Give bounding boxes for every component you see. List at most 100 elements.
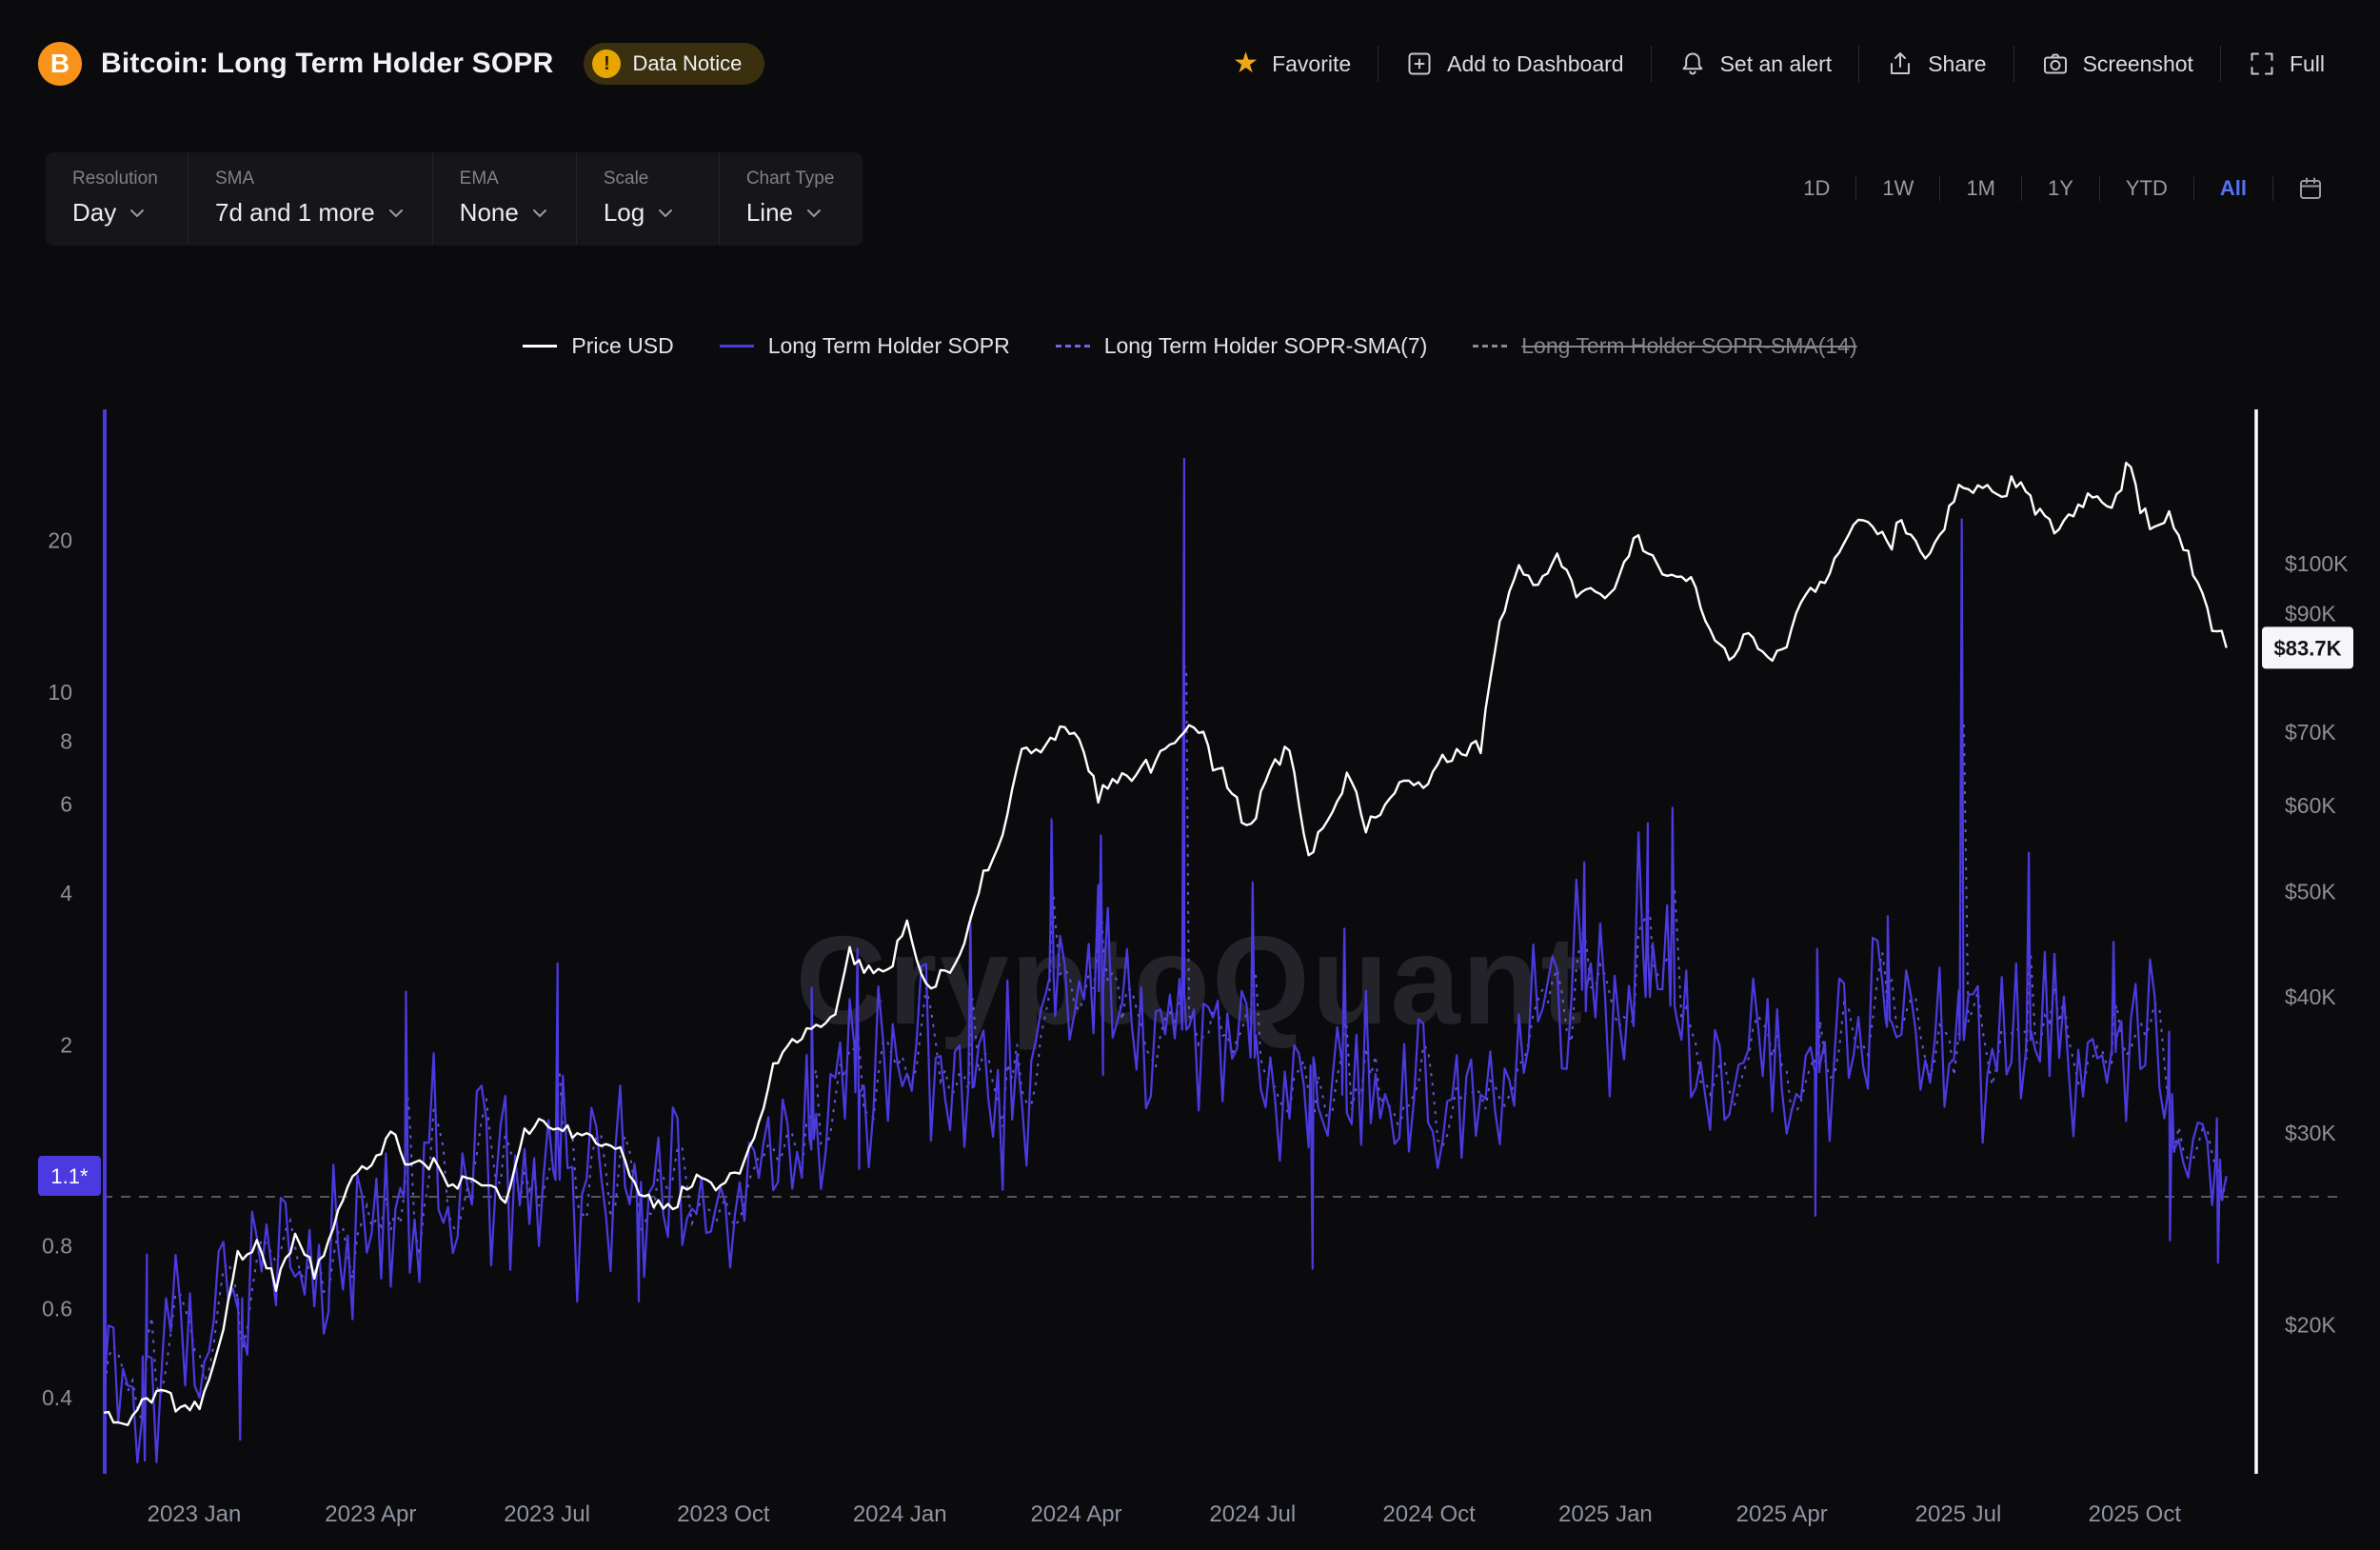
x-axis-tick-label: 2024 Apr [1030, 1501, 1121, 1527]
calendar-icon [2296, 174, 2325, 203]
left-axis-tick-label: 20 [48, 527, 72, 552]
scale-value: Log [604, 198, 645, 228]
legend-swatch-sma7 [1056, 345, 1090, 348]
left-axis-tick-label: 10 [48, 680, 72, 705]
legend-lth-sopr[interactable]: Long Term Holder SOPR [720, 333, 1010, 359]
left-axis-tick-label: 0.8 [42, 1233, 72, 1258]
right-axis-tick-label: $40K [2285, 984, 2336, 1009]
right-axis-tick-label: $100K [2285, 551, 2349, 576]
x-axis-tick-label: 2023 Oct [677, 1501, 770, 1527]
legend-swatch-price [523, 345, 557, 348]
chart-type-dropdown[interactable]: Chart Type Line [720, 152, 863, 246]
range-1m[interactable]: 1M [1940, 161, 2021, 216]
left-axis-tick-label: 4 [60, 881, 72, 905]
sma-value: 7d and 1 more [215, 198, 375, 228]
left-axis-tick-label: 0.6 [42, 1297, 72, 1321]
favorite-button[interactable]: ★ Favorite [1206, 37, 1378, 90]
warning-icon: ! [592, 50, 621, 78]
x-axis-tick-label: 2025 Apr [1736, 1501, 1828, 1527]
set-alert-label: Set an alert [1720, 51, 1833, 77]
screenshot-button[interactable]: Screenshot [2014, 37, 2220, 90]
legend-swatch-sopr [720, 345, 754, 348]
legend-lth-sopr-sma7[interactable]: Long Term Holder SOPR-SMA(7) [1056, 333, 1428, 359]
right-axis-tick-label: $20K [2285, 1313, 2336, 1338]
share-button[interactable]: Share [1859, 37, 2013, 90]
legend-price-usd[interactable]: Price USD [523, 333, 673, 359]
scale-label: Scale [604, 169, 649, 189]
ema-label: EMA [460, 169, 499, 189]
chevron-down-icon [806, 209, 822, 218]
left-axis-tick-label: 6 [60, 792, 72, 817]
legend-label-sma14: Long Term Holder SOPR-SMA(14) [1521, 333, 1856, 359]
left-axis-tick-label: 2 [60, 1032, 72, 1057]
calendar-button[interactable] [2273, 174, 2338, 203]
header-left: B Bitcoin: Long Term Holder SOPR ! Data … [38, 42, 764, 86]
header: B Bitcoin: Long Term Holder SOPR ! Data … [0, 0, 2380, 128]
chart-controls-panel: Resolution Day SMA 7d and 1 more EMA Non… [46, 152, 863, 246]
screenshot-label: Screenshot [2083, 51, 2193, 77]
x-axis-tick-label: 2025 Jan [1558, 1501, 1653, 1527]
x-axis-tick-label: 2023 Apr [325, 1501, 416, 1527]
right-axis-tick-label: $30K [2285, 1121, 2336, 1145]
range-all[interactable]: All [2194, 161, 2272, 216]
bitcoin-logo-icon: B [38, 42, 82, 86]
chart-type-value: Line [746, 198, 793, 228]
fullscreen-icon [2248, 50, 2276, 78]
page-title: Bitcoin: Long Term Holder SOPR [101, 48, 553, 80]
controls-row: Resolution Day SMA 7d and 1 more EMA Non… [46, 152, 2338, 246]
set-alert-button[interactable]: Set an alert [1652, 37, 1859, 90]
share-icon [1886, 50, 1914, 78]
chart-type-label: Chart Type [746, 169, 835, 189]
watermark: CryptoQuant [796, 910, 1585, 1050]
right-axis-tick-label: $90K [2285, 601, 2336, 626]
x-axis-tick-label: 2024 Oct [1382, 1501, 1476, 1527]
star-icon: ★ [1233, 50, 1259, 78]
range-ytd[interactable]: YTD [2100, 161, 2193, 216]
fullscreen-button[interactable]: Full [2221, 37, 2351, 90]
right-axis-tick-label: $60K [2285, 793, 2336, 818]
data-notice-badge[interactable]: ! Data Notice [584, 43, 764, 85]
range-1d[interactable]: 1D [1777, 161, 1855, 216]
add-to-dashboard-label: Add to Dashboard [1447, 51, 1623, 77]
legend-lth-sopr-sma14[interactable]: Long Term Holder SOPR-SMA(14) [1473, 333, 1856, 359]
legend-label-sma7: Long Term Holder SOPR-SMA(7) [1104, 333, 1428, 359]
data-notice-label: Data Notice [632, 51, 742, 76]
bell-icon [1678, 50, 1707, 78]
header-actions: ★ Favorite Add to Dashboard Set an alert [1206, 0, 2351, 128]
fullscreen-label: Full [2290, 51, 2325, 77]
chevron-down-icon [388, 209, 404, 218]
range-1y[interactable]: 1Y [2022, 161, 2099, 216]
resolution-label: Resolution [72, 169, 158, 189]
camera-icon [2041, 50, 2070, 78]
legend-label-price: Price USD [571, 333, 673, 359]
share-label: Share [1928, 51, 1986, 77]
sopr-current-badge-label: 1.1* [50, 1164, 89, 1188]
price-current-badge-label: $83.7K [2274, 636, 2342, 660]
legend-label-sopr: Long Term Holder SOPR [768, 333, 1010, 359]
chevron-down-icon [129, 209, 145, 218]
left-axis-tick-label: 8 [60, 728, 72, 753]
left-axis-tick-label: 0.4 [42, 1385, 72, 1410]
legend-swatch-sma14 [1473, 345, 1507, 348]
range-1w[interactable]: 1W [1856, 161, 1939, 216]
scale-dropdown[interactable]: Scale Log [577, 152, 720, 246]
favorite-label: Favorite [1272, 51, 1351, 77]
resolution-value: Day [72, 198, 116, 228]
add-to-dashboard-button[interactable]: Add to Dashboard [1378, 37, 1650, 90]
cryptoquant-app: B Bitcoin: Long Term Holder SOPR ! Data … [0, 0, 2380, 1550]
resolution-dropdown[interactable]: Resolution Day [46, 152, 188, 246]
chart-legend: Price USD Long Term Holder SOPR Long Ter… [0, 333, 2380, 359]
chevron-down-icon [658, 209, 673, 218]
ema-dropdown[interactable]: EMA None [433, 152, 577, 246]
range-selector: 1D 1W 1M 1Y YTD All [1777, 161, 2338, 216]
x-axis-tick-label: 2024 Jan [853, 1501, 947, 1527]
right-axis-tick-label: $50K [2285, 879, 2336, 904]
x-axis-tick-label: 2025 Jul [1915, 1501, 2002, 1527]
sma-dropdown[interactable]: SMA 7d and 1 more [188, 152, 433, 246]
sma-label: SMA [215, 169, 254, 189]
x-axis-tick-label: 2023 Jan [148, 1501, 242, 1527]
ema-value: None [460, 198, 519, 228]
x-axis-tick-label: 2023 Jul [504, 1501, 590, 1527]
x-axis-tick-label: 2025 Oct [2089, 1501, 2182, 1527]
x-axis-tick-label: 2024 Jul [1209, 1501, 1296, 1527]
